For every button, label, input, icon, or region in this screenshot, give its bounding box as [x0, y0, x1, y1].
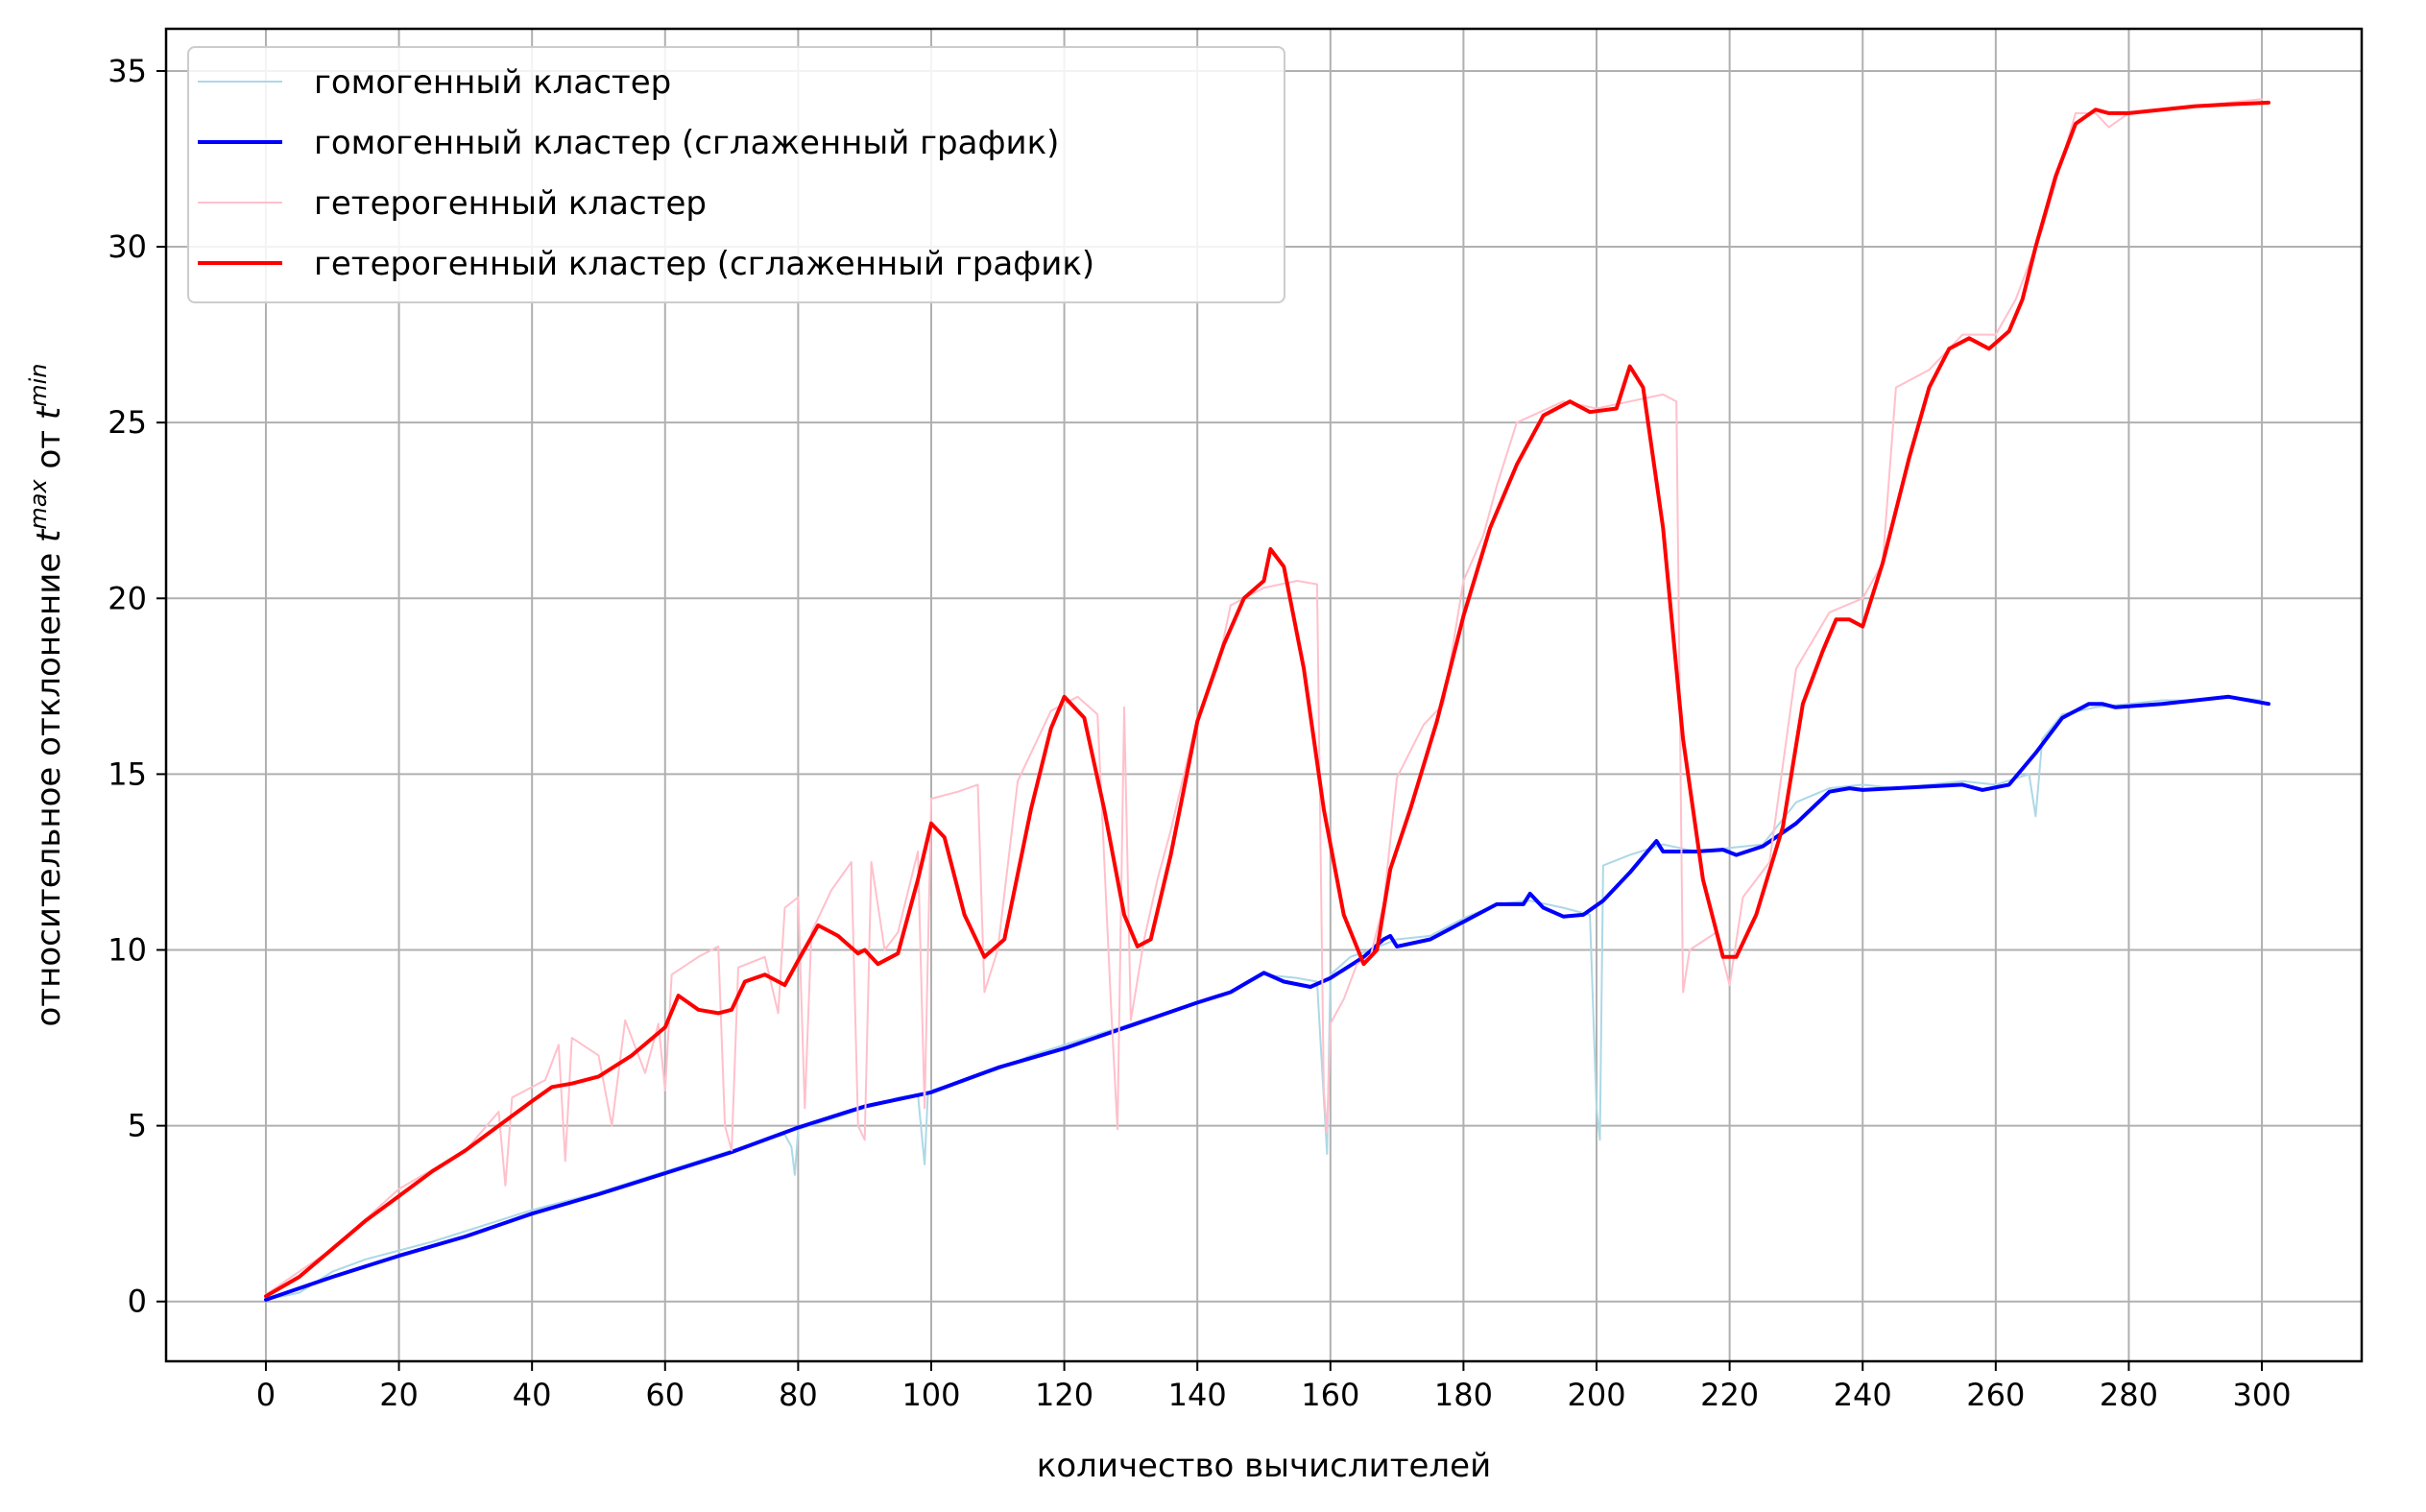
y-tick-label: 0 [128, 1284, 147, 1320]
y-tick-label: 15 [108, 756, 147, 792]
x-tick-label: 260 [1966, 1377, 2025, 1413]
y-axis-label-sup-min: min [25, 363, 52, 406]
y-tick-label: 20 [108, 580, 147, 616]
x-axis-label: количество вычислителей [1037, 1447, 1491, 1485]
y-tick-label: 30 [108, 228, 147, 265]
x-tick-label: 240 [1834, 1377, 1892, 1413]
x-tick-label: 160 [1301, 1377, 1359, 1413]
legend-entry-3: гетерогенный кластер [314, 184, 707, 223]
legend-entry-4: гетерогенный кластер (сглаженный график) [314, 245, 1094, 283]
y-tick-label: 5 [128, 1108, 147, 1144]
x-tick-label: 20 [379, 1377, 419, 1413]
series-line-1 [265, 695, 2263, 1301]
legend-box [187, 46, 1285, 303]
legend-entry-1: гомогенный кластер [314, 63, 671, 102]
series-group [264, 98, 2270, 1302]
x-tick-label: 0 [256, 1377, 276, 1413]
x-tick-label: 300 [2233, 1377, 2292, 1413]
x-tick-label: 140 [1168, 1377, 1227, 1413]
x-tick-label: 200 [1567, 1377, 1625, 1413]
plot-frame [164, 27, 2364, 1363]
y-tick-label: 10 [108, 932, 147, 969]
x-tick-label: 60 [645, 1377, 685, 1413]
y-axis-label-mid: от [30, 420, 68, 479]
y-axis-label-t-max: t [30, 528, 68, 542]
axis-ticks: 0 20 40 60 80 100 120 140 160 180 200 220 240 260 280 3… [108, 53, 2291, 1413]
x-tick-label: 120 [1035, 1377, 1093, 1413]
y-axis-label-t-min: t [30, 405, 68, 420]
x-tick-label: 220 [1700, 1377, 1759, 1413]
x-tick-label: 80 [779, 1377, 818, 1413]
x-tick-label: 180 [1434, 1377, 1493, 1413]
series-line-2 [264, 694, 2270, 1302]
y-axis-label: относительное отклонение tmax от tmin [25, 363, 68, 1026]
y-axis-label-main: относительное отклонение [30, 542, 68, 1027]
x-tick-label: 100 [901, 1377, 960, 1413]
series-line-3 [265, 98, 2263, 1296]
x-tick-label: 280 [2100, 1377, 2158, 1413]
y-tick-label: 25 [108, 404, 147, 441]
legend: гомогенный кластер гомогенный кластер (сг… [187, 46, 1285, 303]
y-axis-label-sup-max: max [25, 479, 52, 530]
y-tick-label: 35 [108, 53, 147, 89]
legend-entry-2: гомогенный кластер (сглаженный график) [314, 124, 1059, 162]
x-tick-label: 40 [513, 1377, 552, 1413]
series-line-4 [264, 100, 2270, 1299]
